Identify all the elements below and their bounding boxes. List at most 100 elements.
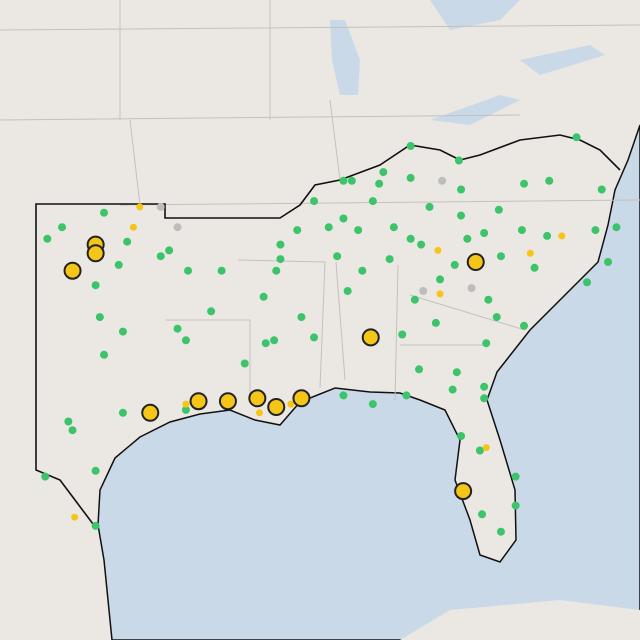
marker[interactable] — [333, 252, 342, 261]
marker[interactable] — [368, 197, 377, 206]
marker[interactable] — [406, 142, 415, 150]
marker[interactable] — [324, 223, 333, 232]
marker[interactable] — [68, 426, 77, 435]
marker[interactable] — [450, 260, 459, 269]
marker[interactable] — [240, 359, 249, 368]
marker[interactable] — [558, 232, 566, 240]
marker[interactable] — [612, 223, 621, 232]
marker[interactable] — [517, 226, 526, 235]
marker[interactable] — [597, 185, 606, 194]
marker[interactable] — [114, 260, 123, 269]
marker[interactable] — [270, 336, 279, 345]
marker[interactable] — [545, 176, 554, 185]
marker[interactable] — [591, 226, 600, 235]
marker[interactable] — [173, 223, 182, 232]
marker[interactable] — [385, 255, 394, 264]
marker[interactable] — [475, 446, 484, 455]
marker[interactable] — [136, 203, 144, 211]
marker[interactable] — [297, 313, 306, 322]
marker[interactable] — [543, 231, 552, 240]
marker[interactable] — [276, 255, 285, 264]
marker[interactable] — [583, 278, 592, 287]
marker[interactable] — [482, 444, 490, 452]
marker[interactable] — [436, 290, 444, 298]
marker[interactable] — [123, 237, 132, 246]
marker[interactable] — [496, 527, 505, 536]
marker[interactable] — [520, 321, 529, 330]
marker[interactable] — [339, 176, 348, 185]
marker[interactable] — [287, 400, 295, 408]
marker[interactable] — [406, 173, 415, 182]
marker[interactable] — [310, 333, 319, 342]
marker[interactable] — [118, 408, 127, 417]
marker[interactable] — [398, 330, 407, 339]
marker[interactable] — [406, 234, 415, 243]
marker[interactable] — [91, 281, 100, 290]
large-marker[interactable] — [361, 328, 380, 347]
marker[interactable] — [181, 405, 190, 414]
marker[interactable] — [91, 466, 100, 475]
marker[interactable] — [604, 258, 613, 266]
marker[interactable] — [417, 240, 426, 249]
marker[interactable] — [457, 211, 466, 220]
marker[interactable] — [71, 513, 79, 521]
marker[interactable] — [184, 266, 193, 275]
marker[interactable] — [182, 400, 190, 408]
marker[interactable] — [217, 266, 226, 275]
marker[interactable] — [129, 223, 137, 231]
marker[interactable] — [259, 292, 268, 301]
marker[interactable] — [293, 226, 302, 235]
large-marker[interactable] — [218, 392, 237, 411]
marker[interactable] — [467, 284, 476, 293]
large-marker[interactable] — [267, 398, 286, 416]
large-marker[interactable] — [141, 403, 160, 422]
marker[interactable] — [494, 205, 503, 214]
large-marker[interactable] — [454, 482, 473, 501]
marker[interactable] — [463, 234, 472, 243]
marker[interactable] — [425, 202, 434, 211]
marker[interactable] — [207, 307, 216, 316]
marker[interactable] — [358, 266, 367, 275]
marker[interactable] — [100, 350, 109, 359]
large-marker[interactable] — [248, 389, 267, 408]
marker[interactable] — [368, 400, 377, 409]
large-marker[interactable] — [189, 392, 208, 411]
marker[interactable] — [255, 409, 263, 417]
marker[interactable] — [478, 510, 487, 519]
marker[interactable] — [457, 432, 466, 440]
marker[interactable] — [64, 417, 73, 426]
marker[interactable] — [457, 185, 466, 194]
marker[interactable] — [339, 214, 348, 223]
large-marker[interactable] — [63, 261, 82, 280]
marker[interactable] — [310, 197, 319, 206]
marker[interactable] — [43, 234, 52, 243]
marker[interactable] — [261, 339, 270, 348]
marker[interactable] — [530, 263, 539, 272]
marker[interactable] — [410, 295, 419, 304]
marker[interactable] — [181, 336, 190, 345]
large-marker[interactable] — [292, 389, 311, 408]
large-marker[interactable] — [466, 253, 485, 271]
marker[interactable] — [572, 133, 581, 142]
marker[interactable] — [436, 275, 445, 284]
marker[interactable] — [91, 521, 100, 530]
marker[interactable] — [454, 156, 463, 165]
marker[interactable] — [480, 394, 489, 403]
marker[interactable] — [402, 391, 411, 400]
marker[interactable] — [272, 266, 281, 275]
marker[interactable] — [438, 176, 447, 185]
marker[interactable] — [480, 229, 489, 237]
marker[interactable] — [482, 339, 491, 348]
marker[interactable] — [375, 179, 384, 188]
marker[interactable] — [339, 391, 348, 400]
marker[interactable] — [354, 226, 363, 235]
marker[interactable] — [448, 385, 457, 394]
marker[interactable] — [156, 252, 165, 261]
marker[interactable] — [347, 176, 356, 185]
marker[interactable] — [480, 382, 489, 391]
marker[interactable] — [526, 249, 534, 257]
marker[interactable] — [511, 501, 520, 510]
marker[interactable] — [434, 246, 442, 254]
marker[interactable] — [520, 179, 529, 188]
marker[interactable] — [173, 324, 182, 333]
